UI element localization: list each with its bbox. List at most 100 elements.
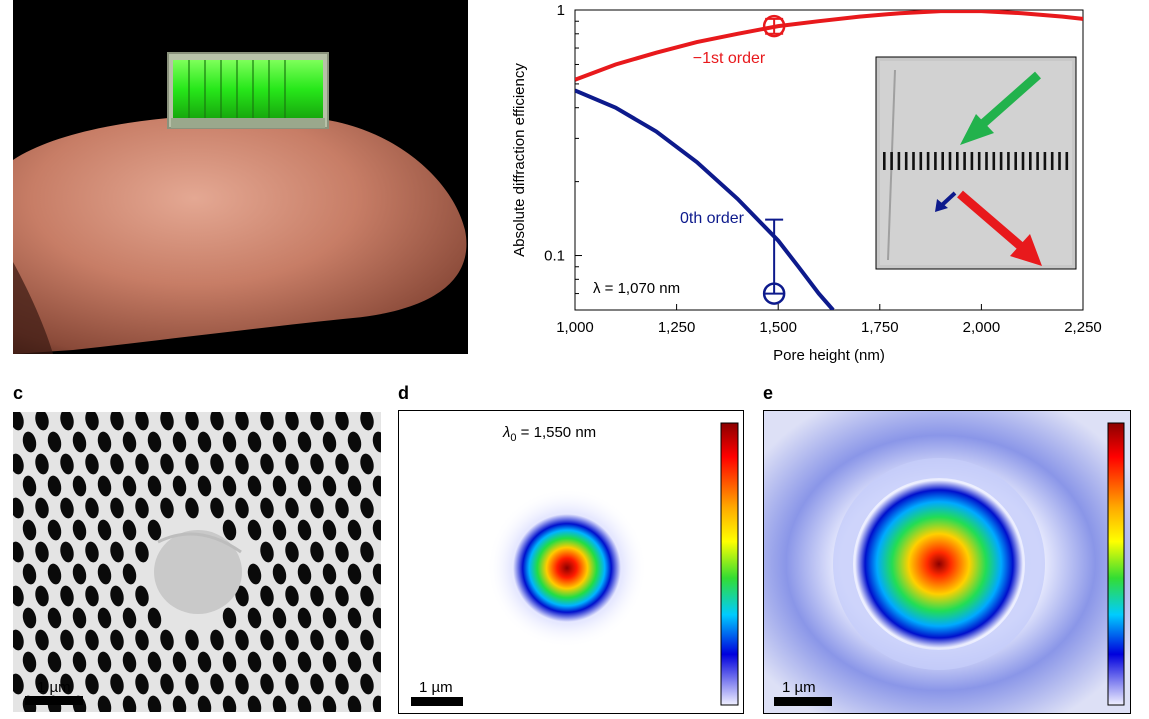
pore [85,585,99,607]
pore [297,431,312,453]
pore [210,453,224,475]
pore [272,475,287,497]
zeroth-arrow [935,191,957,212]
pore [85,673,99,695]
pore [247,563,262,585]
pore [322,607,337,629]
scale-bar [774,697,832,706]
pore [335,412,349,431]
pore [110,629,124,651]
pore [322,475,337,497]
pore [222,607,237,629]
scale-bar [411,697,463,706]
pore [172,695,187,712]
pore [297,651,312,673]
grating-lines [883,152,1069,170]
panel-label-e: e [763,383,774,403]
pore [260,412,274,431]
pore [260,629,274,651]
pore [122,519,137,541]
pore [335,629,349,651]
pore [185,412,199,431]
pore [35,497,49,519]
pore [222,475,237,497]
x-tick-label: 1,000 [556,319,594,336]
pore [85,412,99,431]
pore [360,497,374,519]
pore [360,629,374,651]
pore [22,431,37,453]
colorbar [720,422,739,706]
pore [335,673,349,695]
pore [247,695,262,712]
pore [60,412,74,431]
pore [247,475,262,497]
y-axis-label: Absolute diffraction efficiency [511,63,528,257]
chip-segments [188,60,286,118]
x-tick-label: 1,500 [759,319,797,336]
pore [272,563,287,585]
pore [147,519,162,541]
pore [135,541,149,563]
pore [110,541,124,563]
pore [60,585,74,607]
pore [110,673,124,695]
pore [135,497,149,519]
pore [22,519,37,541]
pore [372,651,381,673]
incident-arrow [960,71,1041,145]
pore [360,541,374,563]
pore [110,412,124,431]
x-axis-label: Pore height (nm) [773,347,885,364]
zeroth-order-label: 0th order [680,210,745,227]
pore [285,673,299,695]
measurement-panel: 1 µm [763,410,1131,714]
pore [260,541,274,563]
reflected-arrow [957,190,1042,266]
pore [72,607,87,629]
pore [285,453,299,475]
pore [222,431,237,453]
pore [272,695,287,712]
pore [247,519,262,541]
pore [13,497,24,519]
pore [322,519,337,541]
pore [285,629,299,651]
pore [72,563,87,585]
pore [160,673,174,695]
pore [272,607,287,629]
pore [372,519,381,541]
pore [135,412,149,431]
pore [310,412,324,431]
pore [22,563,37,585]
simulation-map: λ0 = 1,550 nm 1 µm [411,422,739,706]
pore [322,431,337,453]
pore [147,431,162,453]
x-tick-label: 1,750 [861,319,899,336]
plot-frame [574,9,1084,311]
pore [372,695,381,712]
pore [147,695,162,712]
pore [222,651,237,673]
mode-profile [855,480,1023,648]
pore [347,651,362,673]
pore [347,695,362,712]
pore [35,541,49,563]
pore [360,585,374,607]
pore [35,585,49,607]
sem-panel: 1 µm [13,412,381,712]
y-tick-label: 0.1 [544,248,565,265]
pore [185,629,199,651]
pore [210,629,224,651]
pore [22,607,37,629]
colorbar [1107,422,1125,706]
pore [13,412,24,431]
pore [110,453,124,475]
pore [322,695,337,712]
minus-first-order-curve [575,10,1083,82]
measurement-point-0 [762,14,786,38]
pore [285,497,299,519]
pore [272,651,287,673]
pore [135,453,149,475]
pore [60,541,74,563]
